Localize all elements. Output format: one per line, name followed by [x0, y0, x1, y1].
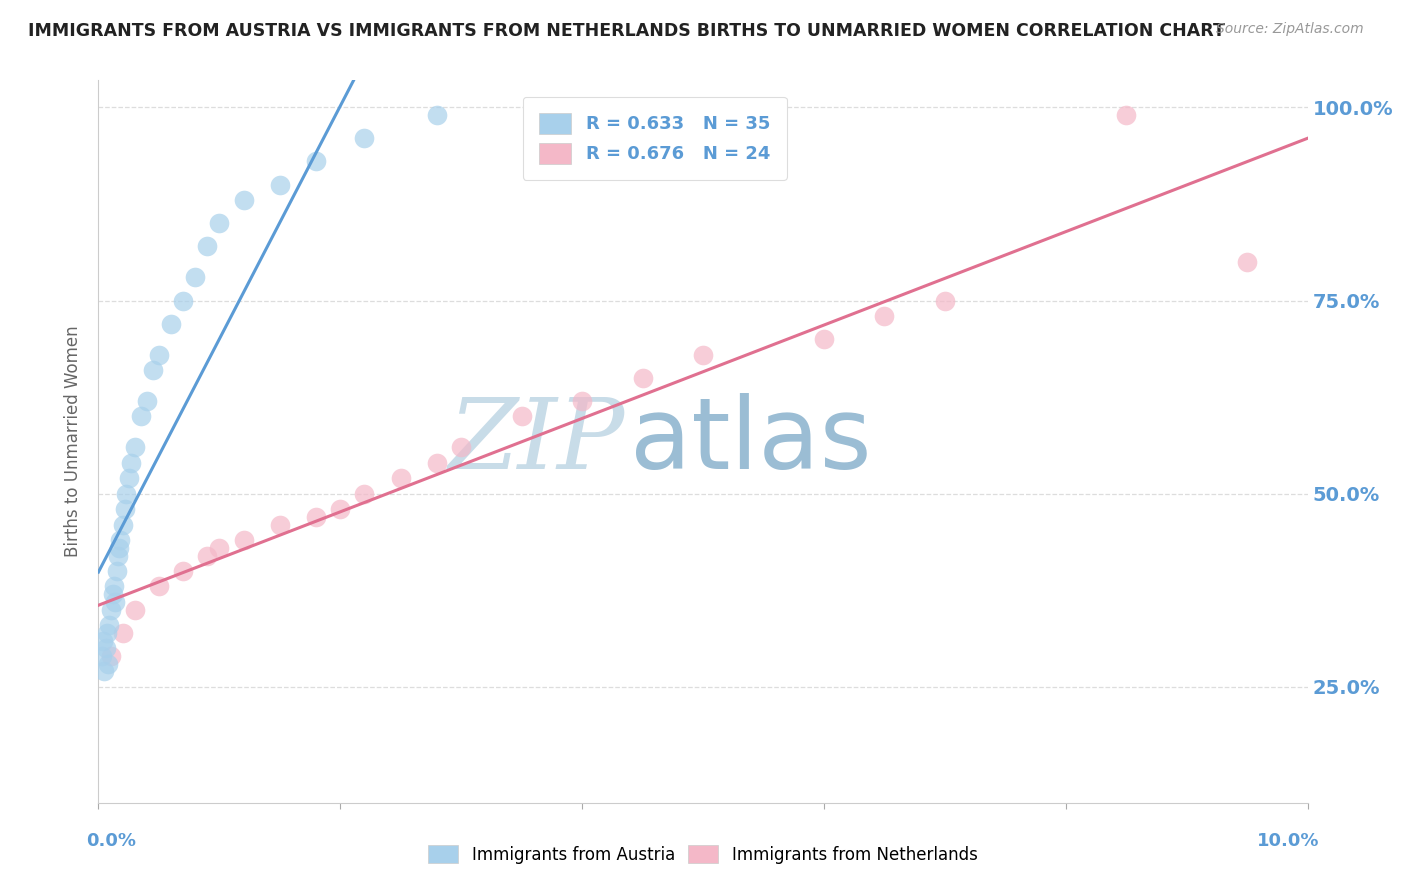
Point: [114, 502, 136, 516]
Point: [934, 293, 956, 308]
Legend: Immigrants from Austria, Immigrants from Netherlands: Immigrants from Austria, Immigrants from…: [422, 838, 984, 871]
Point: [111, 517, 134, 532]
Text: 0.0%: 0.0%: [86, 831, 136, 850]
Point: [232, 193, 254, 207]
Point: [101, 587, 124, 601]
Point: [510, 409, 533, 424]
Point: [98, 618, 121, 632]
Point: [91, 648, 114, 663]
Point: [195, 239, 218, 253]
Point: [148, 579, 170, 593]
Point: [100, 602, 122, 616]
Point: [195, 549, 218, 563]
Point: [108, 533, 131, 547]
Point: [91, 633, 114, 648]
Text: 10.0%: 10.0%: [1257, 831, 1320, 850]
Point: [115, 486, 138, 500]
Point: [571, 394, 593, 409]
Point: [96, 625, 118, 640]
Point: [1115, 108, 1137, 122]
Point: [124, 440, 146, 454]
Point: [305, 154, 328, 169]
Point: [813, 332, 835, 346]
Point: [426, 108, 449, 122]
Point: [120, 456, 142, 470]
Point: [124, 602, 146, 616]
Point: [160, 317, 183, 331]
Point: [108, 541, 131, 555]
Point: [353, 131, 375, 145]
Point: [232, 533, 254, 547]
Point: [97, 657, 120, 671]
Point: [269, 178, 291, 192]
Point: [104, 595, 127, 609]
Point: [105, 564, 128, 578]
Point: [1236, 255, 1258, 269]
Point: [103, 579, 125, 593]
Point: [107, 549, 129, 563]
Point: [208, 541, 231, 555]
Point: [269, 517, 291, 532]
Point: [426, 456, 449, 470]
Point: [692, 348, 714, 362]
Point: [142, 363, 165, 377]
Point: [873, 309, 896, 323]
Point: [111, 625, 134, 640]
Point: [305, 509, 328, 524]
Point: [93, 665, 115, 679]
Y-axis label: Births to Unmarried Women: Births to Unmarried Women: [63, 326, 82, 558]
Point: [118, 471, 141, 485]
Text: IMMIGRANTS FROM AUSTRIA VS IMMIGRANTS FROM NETHERLANDS BIRTHS TO UNMARRIED WOMEN: IMMIGRANTS FROM AUSTRIA VS IMMIGRANTS FR…: [28, 22, 1225, 40]
Point: [208, 216, 231, 230]
Point: [172, 293, 194, 308]
Text: atlas: atlas: [630, 393, 872, 490]
Text: ZIP: ZIP: [449, 394, 624, 489]
Legend: R = 0.633   N = 35, R = 0.676   N = 24: R = 0.633 N = 35, R = 0.676 N = 24: [523, 96, 786, 180]
Point: [94, 641, 117, 656]
Point: [148, 348, 170, 362]
Point: [129, 409, 152, 424]
Point: [184, 270, 207, 285]
Point: [172, 564, 194, 578]
Point: [353, 486, 375, 500]
Text: Source: ZipAtlas.com: Source: ZipAtlas.com: [1216, 22, 1364, 37]
Point: [389, 471, 412, 485]
Point: [631, 371, 654, 385]
Point: [329, 502, 352, 516]
Point: [135, 394, 157, 409]
Point: [100, 648, 122, 663]
Point: [450, 440, 472, 454]
